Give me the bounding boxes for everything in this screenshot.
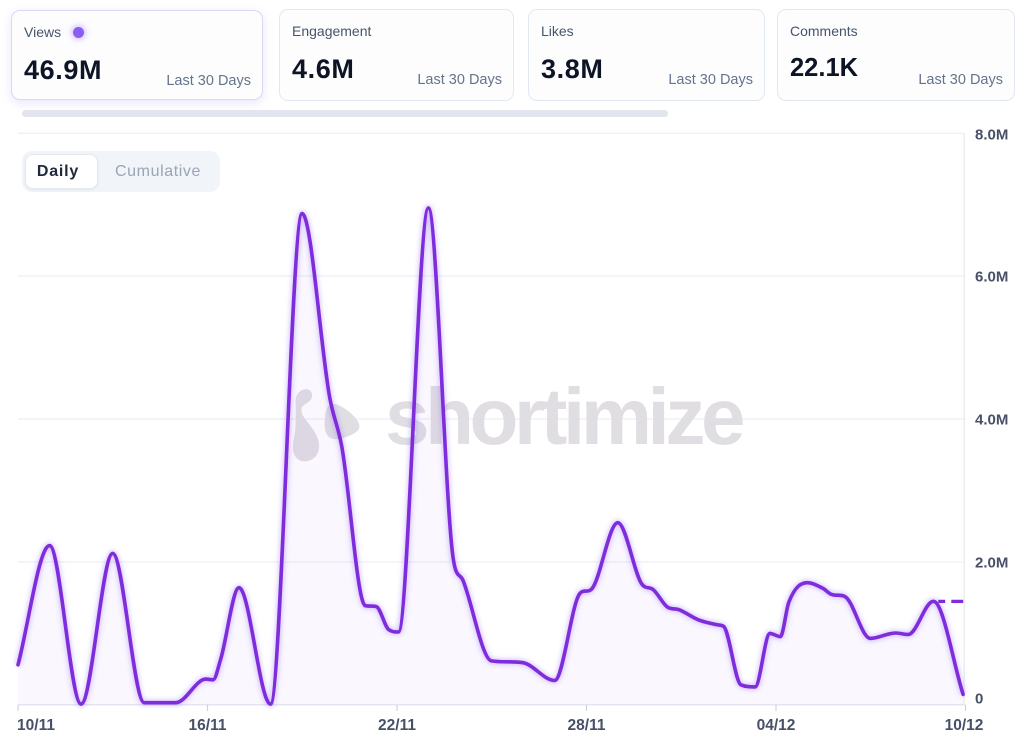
svg-text:10/12: 10/12 (945, 717, 984, 734)
svg-text:10/11: 10/11 (17, 717, 55, 734)
svg-text:0: 0 (975, 690, 983, 707)
svg-text:16/11: 16/11 (189, 717, 227, 734)
svg-text:8.0M: 8.0M (975, 127, 1008, 144)
svg-text:6.0M: 6.0M (975, 269, 1008, 286)
svg-text:4.0M: 4.0M (975, 412, 1008, 429)
svg-text:22/11: 22/11 (378, 717, 416, 734)
svg-text:2.0M: 2.0M (975, 554, 1008, 571)
svg-text:28/11: 28/11 (568, 717, 606, 734)
svg-text:04/12: 04/12 (757, 717, 796, 734)
